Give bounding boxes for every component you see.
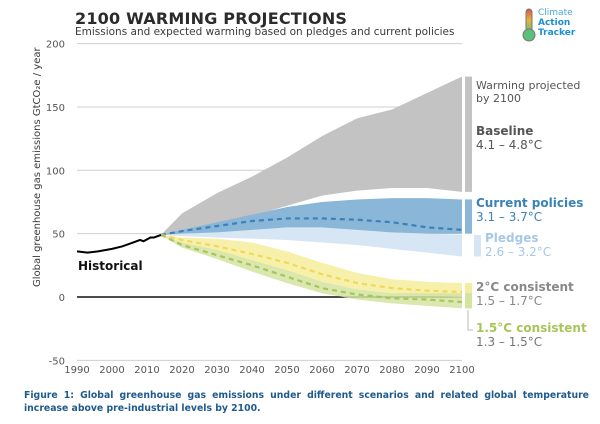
logo-line-3: Tracker <box>538 28 576 38</box>
onefive-annotation: 1.5°C consistent 1.3 – 1.5°C <box>476 321 587 349</box>
baseline-annotation: Baseline 4.1 – 4.8°C <box>476 124 542 152</box>
x-tick-label: 2040 <box>239 365 264 376</box>
median-current-policies <box>160 217 463 236</box>
y-axis-ticks: -50 0 50 100 150 200 <box>46 40 65 368</box>
x-tick-label: 2030 <box>204 365 229 376</box>
warming-header: Warming projected by 2100 <box>476 79 581 105</box>
x-tick-label: 2080 <box>379 365 404 376</box>
x-tick-label: 2090 <box>414 365 439 376</box>
range-bar-baseline <box>465 76 472 192</box>
logo-line-1: Climate <box>538 8 573 18</box>
baseline-range: 4.1 – 4.8°C <box>476 138 543 152</box>
x-tick-label: 2060 <box>309 365 334 376</box>
x-tick-label: 2070 <box>344 365 369 376</box>
two-label: 2°C consistent <box>476 280 574 294</box>
current-annotation: Current policies 3.1 – 3.7°C <box>476 196 583 224</box>
bands <box>161 76 462 309</box>
pledges-label: Pledges <box>485 231 539 245</box>
chart-title: 2100 WARMING PROJECTIONS <box>75 9 348 28</box>
baseline-label: Baseline <box>476 124 534 138</box>
two-range: 1.5 – 1.7°C <box>476 294 543 308</box>
historical-line <box>76 233 162 254</box>
x-tick-label: 2100 <box>449 365 474 376</box>
onefive-range: 1.3 – 1.5°C <box>476 335 543 349</box>
chart-subtitle: Emissions and expected warming based on … <box>75 26 455 38</box>
y-tick-label: -50 <box>49 356 65 367</box>
x-tick-label: 2050 <box>274 365 299 376</box>
range-bar-current-policies <box>465 199 472 234</box>
connector-line <box>467 310 473 331</box>
median-2-c-consistent <box>160 233 463 294</box>
y-tick-label: 0 <box>59 293 65 304</box>
y-tick-label: 150 <box>46 103 65 114</box>
historical-label: Historical <box>78 259 143 273</box>
range-bar-2-c-consistent <box>465 283 472 297</box>
y-axis-label: Global greenhouse gas emissions GtCO₂e /… <box>32 47 43 287</box>
y-tick-label: 200 <box>46 40 65 51</box>
range-bars <box>465 76 481 331</box>
current-label: Current policies <box>476 196 584 210</box>
band-current-policies <box>161 198 462 235</box>
band-baseline <box>161 76 462 235</box>
y-tick-label: 50 <box>52 230 65 241</box>
band-1-5-c-consistent <box>161 234 462 309</box>
logo-line-2: Action <box>538 18 571 28</box>
thermometer-icon <box>522 8 536 42</box>
x-tick-label: 2000 <box>99 365 124 376</box>
figure-caption: Figure 1: Global greenhouse gas emission… <box>24 390 589 414</box>
range-bar-1-5-c-consistent <box>465 293 472 309</box>
x-tick-label: 1990 <box>64 365 89 376</box>
y-tick-label: 100 <box>46 166 65 177</box>
x-tick-label: 2020 <box>169 365 194 376</box>
current-range: 3.1 – 3.7°C <box>476 210 543 224</box>
pledges-annotation: Pledges 2.6 – 3.2°C <box>485 231 551 259</box>
pledges-range: 2.6 – 3.2°C <box>485 245 552 259</box>
x-axis-ticks: 1990 2000 2010 2020 2030 2040 2050 2060 2070 2080… <box>64 365 474 376</box>
x-tick-label: 2010 <box>134 365 159 376</box>
lines <box>76 217 463 304</box>
onefive-label: 1.5°C consistent <box>476 321 587 335</box>
range-bar-pledges <box>474 234 481 257</box>
climate-action-tracker-logo: Climate Action Tracker <box>522 8 592 44</box>
two-annotation: 2°C consistent 1.5 – 1.7°C <box>476 280 574 308</box>
